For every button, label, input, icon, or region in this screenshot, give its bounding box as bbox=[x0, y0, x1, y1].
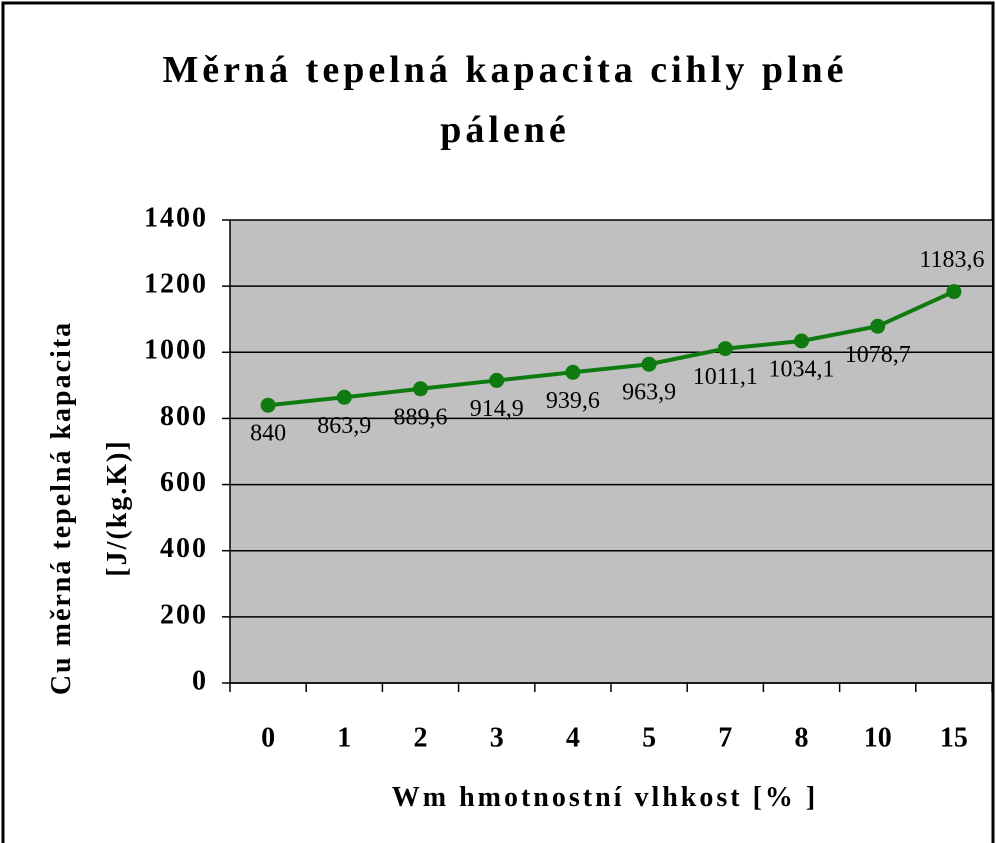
marker bbox=[260, 397, 276, 413]
marker bbox=[717, 341, 733, 357]
plot-area bbox=[230, 220, 992, 683]
marker bbox=[489, 372, 505, 388]
x-axis-label: Wm hmotnostní vlhkost [% ] bbox=[391, 782, 819, 813]
data-label: 889,6 bbox=[394, 404, 448, 430]
marker bbox=[565, 364, 581, 380]
line bbox=[267, 289, 955, 408]
x-tick-label: 2 bbox=[414, 722, 428, 753]
marker bbox=[413, 381, 428, 397]
y-tick-label: 1400 bbox=[144, 202, 208, 233]
y-axis-label: Cu měrná tepelná kapacita [J/(kg.K)] bbox=[46, 320, 133, 696]
data-label: 939,6 bbox=[546, 388, 600, 414]
x-tick-label: 4 bbox=[566, 722, 580, 753]
marker bbox=[946, 284, 962, 300]
data-label: 1078,7 bbox=[845, 342, 911, 368]
marker bbox=[794, 333, 809, 349]
data-label: 840 bbox=[250, 421, 286, 447]
y-tick-label: 800 bbox=[160, 401, 208, 432]
y-tick-label: 400 bbox=[160, 533, 208, 564]
y-tick-label: 200 bbox=[160, 599, 208, 630]
marker bbox=[870, 318, 886, 334]
x-tick-label: 10 bbox=[864, 722, 892, 753]
data-label: 1034,1 bbox=[769, 357, 835, 383]
x-tick-label: 0 bbox=[261, 722, 275, 753]
data-label: 963,9 bbox=[622, 380, 676, 406]
y-tick-label: 1000 bbox=[144, 335, 208, 366]
marker bbox=[641, 356, 657, 372]
x-tick-label: 5 bbox=[642, 722, 656, 753]
data-label: 863,9 bbox=[317, 413, 371, 439]
y-tick-label: 0 bbox=[192, 665, 208, 696]
marker bbox=[336, 389, 352, 405]
x-tick-label: 1 bbox=[337, 722, 351, 753]
y-tick-label: 600 bbox=[160, 467, 208, 498]
chart-title: Měrná tepelná kapacita cihly plné pálené bbox=[162, 49, 848, 151]
x-tick-label: 7 bbox=[718, 722, 732, 753]
x-tick-label: 8 bbox=[795, 722, 809, 753]
data-label: 914,9 bbox=[470, 396, 524, 422]
x-tick-label: 3 bbox=[490, 722, 504, 753]
data-label: 1011,1 bbox=[693, 364, 758, 390]
data-label: 1183,6 bbox=[919, 247, 984, 273]
x-tick-label: 15 bbox=[940, 722, 968, 753]
y-tick-label: 1200 bbox=[144, 269, 208, 300]
